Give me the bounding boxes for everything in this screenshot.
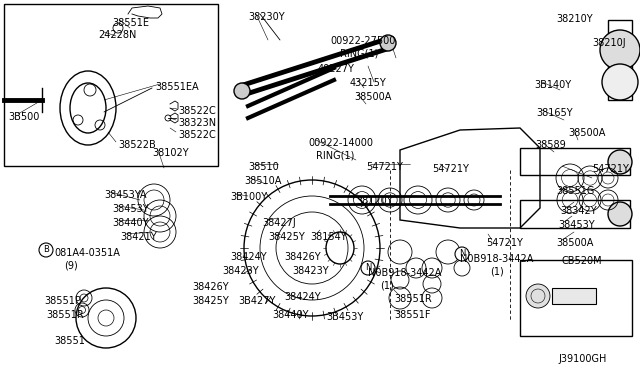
Text: 38551R: 38551R	[394, 294, 432, 304]
Circle shape	[234, 83, 250, 99]
Circle shape	[526, 284, 550, 308]
Circle shape	[380, 35, 396, 51]
Text: 38102Y: 38102Y	[152, 148, 189, 158]
Text: 38230Y: 38230Y	[248, 12, 285, 22]
Text: 38423Y: 38423Y	[222, 266, 259, 276]
Text: 54721Y: 54721Y	[592, 164, 629, 174]
Text: 38551F: 38551F	[394, 310, 431, 320]
Text: 3B100Y: 3B100Y	[230, 192, 267, 202]
Text: J39100GH: J39100GH	[558, 354, 606, 364]
Text: 40227Y: 40227Y	[318, 64, 355, 74]
Text: 38500A: 38500A	[556, 238, 593, 248]
Text: (9): (9)	[64, 260, 77, 270]
Text: 38551G: 38551G	[556, 186, 595, 196]
Text: 00922-14000: 00922-14000	[308, 138, 373, 148]
Text: 3B453Y: 3B453Y	[326, 312, 364, 322]
Text: RING(1): RING(1)	[316, 150, 355, 160]
Text: RING(1): RING(1)	[340, 48, 378, 58]
Text: 00922-27500: 00922-27500	[330, 36, 396, 46]
Text: 38500A: 38500A	[568, 128, 605, 138]
Text: 38551R: 38551R	[46, 310, 84, 320]
Text: 38551: 38551	[54, 336, 85, 346]
Text: 38210Y: 38210Y	[556, 14, 593, 24]
Text: 38510: 38510	[248, 162, 279, 172]
Text: 38427J: 38427J	[262, 218, 296, 228]
Text: CB520M: CB520M	[562, 256, 603, 266]
Text: 38551P: 38551P	[44, 296, 81, 306]
Circle shape	[361, 261, 375, 275]
Text: N: N	[365, 263, 371, 273]
Text: N0B918-3442A: N0B918-3442A	[368, 268, 442, 278]
Text: 38424Y: 38424Y	[284, 292, 321, 302]
Text: 43215Y: 43215Y	[350, 78, 387, 88]
Circle shape	[455, 247, 469, 261]
Text: 3B140Y: 3B140Y	[534, 80, 571, 90]
Circle shape	[39, 243, 53, 257]
Text: 54721Y: 54721Y	[432, 164, 469, 174]
Text: 38424Y: 38424Y	[230, 252, 267, 262]
Text: 38423Y: 38423Y	[292, 266, 328, 276]
Text: 38425Y: 38425Y	[268, 232, 305, 242]
Text: 081A4-0351A: 081A4-0351A	[54, 248, 120, 258]
Text: 38551EA: 38551EA	[155, 82, 198, 92]
Text: 38425Y: 38425Y	[192, 296, 228, 306]
Text: 38426Y: 38426Y	[284, 252, 321, 262]
Text: (1): (1)	[490, 266, 504, 276]
Text: 38154Y: 38154Y	[310, 232, 347, 242]
Text: N0B918-3442A: N0B918-3442A	[460, 254, 533, 264]
Text: 24228N: 24228N	[98, 30, 136, 40]
Text: 38453Y: 38453Y	[112, 204, 148, 214]
Text: 3B427Y: 3B427Y	[238, 296, 275, 306]
Text: 38522C: 38522C	[178, 130, 216, 140]
Text: 38510A: 38510A	[244, 176, 282, 186]
Bar	[520, 260, 632, 336]
Text: 3B500: 3B500	[8, 112, 40, 122]
Text: 38120Y: 38120Y	[356, 196, 392, 206]
Text: 38453Y: 38453Y	[558, 220, 595, 230]
Text: 38522C: 38522C	[178, 106, 216, 116]
Text: 38210J: 38210J	[592, 38, 626, 48]
Text: 38522B: 38522B	[118, 140, 156, 150]
Text: 38426Y: 38426Y	[192, 282, 228, 292]
Text: 38342Y: 38342Y	[560, 206, 596, 216]
Text: 38323N: 38323N	[178, 118, 216, 128]
Text: 38551E: 38551E	[112, 18, 149, 28]
Circle shape	[608, 150, 632, 174]
Bar	[4, 4, 218, 166]
Circle shape	[600, 30, 640, 70]
Text: 38440Y: 38440Y	[112, 218, 148, 228]
Text: 38165Y: 38165Y	[536, 108, 573, 118]
Text: B: B	[43, 246, 49, 254]
Bar	[552, 288, 596, 304]
Text: 54721Y: 54721Y	[366, 162, 403, 172]
Text: (1): (1)	[380, 280, 394, 290]
Text: 54721Y: 54721Y	[486, 238, 523, 248]
Text: 38500A: 38500A	[354, 92, 392, 102]
Text: 38453YA: 38453YA	[104, 190, 147, 200]
Text: 38440Y: 38440Y	[272, 310, 308, 320]
Text: N: N	[459, 250, 465, 259]
Text: 38421Y: 38421Y	[120, 232, 157, 242]
Circle shape	[608, 202, 632, 226]
Text: 38589: 38589	[535, 140, 566, 150]
Circle shape	[602, 64, 638, 100]
